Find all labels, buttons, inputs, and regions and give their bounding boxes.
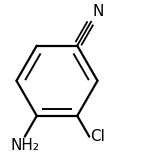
- Text: NH₂: NH₂: [10, 138, 39, 153]
- Text: Cl: Cl: [90, 129, 105, 144]
- Text: N: N: [93, 5, 104, 19]
